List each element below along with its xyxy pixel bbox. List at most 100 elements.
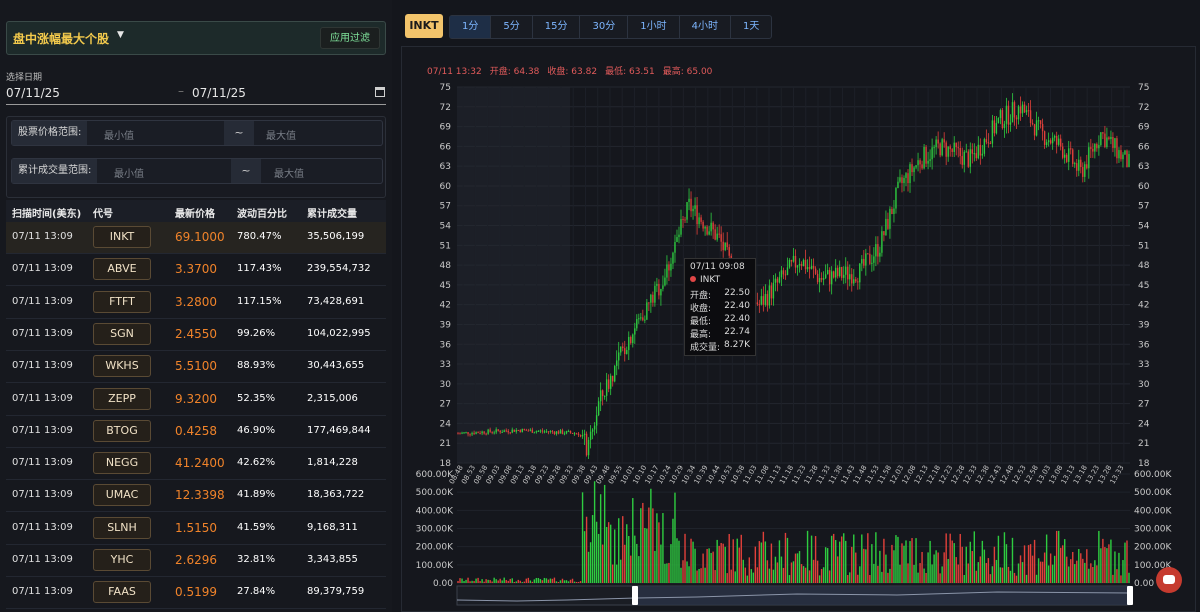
volume-bar: [638, 556, 640, 583]
volume-bar: [774, 556, 777, 583]
cell-symbol[interactable]: UMAC: [93, 484, 151, 507]
timeframe-button[interactable]: 30分: [580, 16, 629, 38]
candle-body: [1003, 123, 1006, 129]
volume-bar: [1011, 537, 1014, 583]
candle-body: [551, 431, 554, 433]
timeframe-button[interactable]: 15分: [533, 16, 581, 38]
cell-symbol[interactable]: INKT: [93, 226, 151, 248]
filter-selector[interactable]: 盘中涨幅最大个股 ▼ 应用过滤: [6, 21, 386, 55]
price-axis-label-right: 36: [1138, 340, 1150, 350]
table-row[interactable]: 07/11 13:09 YHC 2.6296 32.81% 3,343,855: [6, 545, 386, 577]
table-row[interactable]: 07/11 13:09 NEGG 41.2400 42.62% 1,814,228: [6, 448, 386, 481]
volume-bar: [919, 563, 921, 583]
table-row[interactable]: 07/11 13:09 UMAC 12.3398 41.89% 18,363,722: [6, 480, 386, 513]
tooltip-row: 最高: 22.74: [690, 327, 750, 340]
volume-bar: [1059, 547, 1062, 583]
filter-title[interactable]: 盘中涨幅最大个股: [13, 32, 110, 46]
calendar-icon[interactable]: [375, 87, 385, 97]
table-row[interactable]: 07/11 13:09 WKHS 5.5100 88.93% 30,443,655: [6, 351, 386, 384]
table-row[interactable]: 07/11 13:09 SGN 2.4550 99.26% 104,022,995: [6, 319, 386, 351]
volume-bar: [887, 572, 889, 583]
candle-body: [523, 428, 526, 430]
candle-body: [634, 328, 636, 335]
cell-volume: 2,315,006: [307, 392, 358, 404]
cell-change-pct: 52.35%: [237, 392, 276, 404]
volume-bar: [531, 581, 534, 583]
timeframe-button[interactable]: 5分: [491, 16, 533, 38]
volume-bar: [899, 564, 901, 583]
volume-max-input[interactable]: 最大值: [274, 169, 304, 180]
price-min-input[interactable]: 最小值: [104, 131, 134, 142]
volume-bar: [1098, 530, 1100, 583]
cell-symbol[interactable]: YHC: [93, 549, 151, 571]
volume-bar: [567, 581, 570, 583]
header-price[interactable]: 最新价格: [175, 209, 215, 220]
cell-symbol[interactable]: NEGG: [93, 452, 151, 475]
start-date-input[interactable]: 07/11/25: [6, 86, 60, 100]
volume-bar: [1070, 559, 1072, 583]
apply-filter-button[interactable]: 应用过滤: [320, 27, 380, 49]
cell-symbol[interactable]: BTOG: [93, 419, 151, 442]
cell-scan-time: 07/11 13:09: [12, 327, 73, 339]
table-row[interactable]: 07/11 13:09 SLNH 1.5150 41.59% 9,168,311: [6, 513, 386, 545]
end-date-input[interactable]: 07/11/25: [192, 86, 246, 100]
candle-body: [808, 266, 811, 269]
volume-bar: [734, 571, 736, 583]
timeframe-button[interactable]: 1天: [742, 21, 760, 32]
volume-bar: [1055, 530, 1058, 583]
volume-bar: [915, 538, 917, 583]
candle-body: [573, 433, 576, 435]
candle-body: [1076, 163, 1078, 171]
candle-body: [977, 144, 980, 159]
header-symbol[interactable]: 代号: [93, 209, 113, 220]
candle-body: [686, 202, 688, 220]
volume-bar: [740, 534, 742, 583]
tooltip-symbol-line: INKT: [690, 275, 750, 288]
cell-symbol[interactable]: SLNH: [93, 516, 151, 539]
volume-bar: [1049, 553, 1052, 583]
candle-body: [810, 265, 813, 269]
chat-button[interactable]: [1156, 567, 1182, 593]
chart-canvas[interactable]: 18 18 21 21 24 24 27 27 30 30 33 33 36 36 39 39 42 42 45 45…: [397, 0, 1200, 612]
cell-symbol[interactable]: WKHS: [93, 355, 151, 378]
volume-bar: [523, 581, 526, 583]
header-scan-time[interactable]: 扫描时间(美东): [12, 209, 82, 220]
cell-price: 2.4550: [175, 326, 217, 341]
cell-symbol[interactable]: SGN: [93, 322, 151, 345]
candle-body: [903, 177, 905, 184]
volume-bar: [1041, 561, 1044, 583]
timeframe-button[interactable]: 1分: [450, 16, 492, 38]
cell-symbol[interactable]: ABVE: [93, 258, 151, 281]
cell-symbol[interactable]: FAAS: [93, 581, 151, 604]
table-row[interactable]: 07/11 13:09 FAAS 0.5199 27.84% 89,379,759: [6, 577, 386, 610]
chart-symbol-tag[interactable]: INKT: [405, 14, 443, 38]
price-axis-label-right: 57: [1138, 202, 1149, 212]
table-row[interactable]: 07/11 13:09 FTFT 3.2800 117.15% 73,428,691: [6, 287, 386, 319]
header-volume[interactable]: 累计成交量: [307, 209, 357, 220]
table-row[interactable]: 07/11 13:09 ZEPP 9.3200 52.35% 2,315,006: [6, 384, 386, 416]
volume-bar: [762, 531, 765, 583]
price-max-input[interactable]: 最大值: [266, 131, 296, 142]
table-row[interactable]: 07/11 13:09 INKT 69.1000 780.47% 35,506,199: [6, 222, 386, 254]
volume-bar: [475, 578, 477, 583]
table-row[interactable]: 07/11 13:09 ABVE 3.3700 117.43% 239,554,732: [6, 254, 386, 287]
candle-body: [597, 401, 600, 416]
candle-body: [800, 263, 803, 267]
candle-body: [720, 234, 722, 242]
candle-body: [816, 273, 819, 283]
dropdown-caret-icon[interactable]: ▼: [117, 30, 124, 40]
cell-symbol[interactable]: ZEPP: [93, 387, 151, 410]
timeframe-button[interactable]: 1小时: [628, 16, 680, 38]
volume-min-input[interactable]: 最小值: [114, 169, 144, 180]
candle-body: [764, 294, 767, 305]
table-row[interactable]: 07/11 13:09 BTOG 0.4258 46.90% 177,469,844: [6, 416, 386, 448]
header-change-pct[interactable]: 波动百分比: [237, 209, 287, 220]
candle-body: [983, 139, 986, 154]
timeframe-button[interactable]: 4小时: [680, 16, 731, 38]
series-dot-icon: [690, 276, 696, 282]
candle-body: [605, 379, 608, 396]
volume-bar: [620, 559, 622, 583]
candle-body: [1041, 124, 1044, 132]
candle-body: [1027, 110, 1030, 112]
cell-symbol[interactable]: FTFT: [93, 290, 151, 313]
